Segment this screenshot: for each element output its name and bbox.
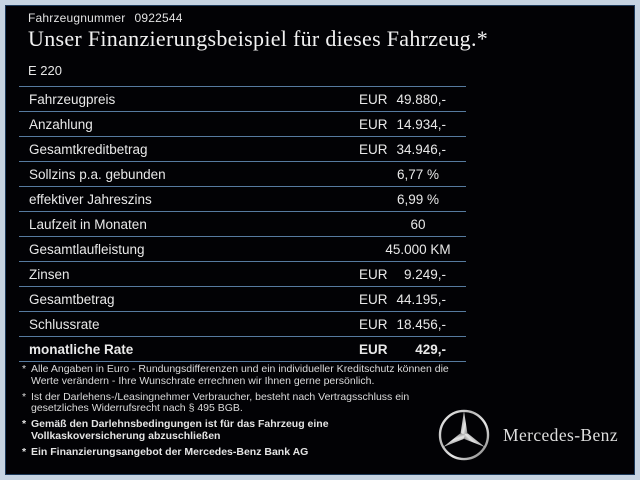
footnote-marker: *	[22, 445, 27, 458]
brand-logo: Mercedes-Benz	[435, 406, 624, 464]
footnote: * Gemäß den Darlehnsbedingungen ist für …	[22, 418, 582, 443]
footnote-text: Gemäß den Darlehnsbedingungen ist für da…	[31, 418, 329, 442]
footnote-text: Ist der Darlehens-/Leasingnehmer Verbrau…	[31, 390, 410, 415]
currency-label: EUR	[359, 316, 388, 332]
footnote-marker: *	[22, 390, 27, 403]
currency-label: EUR	[359, 116, 388, 132]
row-value: 18.456,-	[396, 316, 446, 332]
row-label: Sollzins p.a. gebunden	[29, 166, 166, 182]
row-label: Schlussrate	[29, 316, 100, 332]
footnote: * Ist der Darlehens-/Leasingnehmer Verbr…	[22, 390, 582, 416]
financing-table: Fahrzeugpreis EUR 49.880,- Anzahlung EUR 1…	[19, 86, 466, 362]
currency-label: EUR	[359, 266, 388, 282]
model-name: E 220	[28, 63, 62, 78]
row-label: Fahrzeugpreis	[29, 91, 116, 107]
table-row-monatliche-rate: monatliche Rate EUR 429,-	[19, 337, 466, 362]
row-label: Gesamtlaufleistung	[29, 241, 145, 257]
table-row-anzahlung: Anzahlung EUR 14.934,-	[19, 112, 466, 137]
footnote-text: Ein Finanzierungsangebot der Mercedes-Be…	[31, 445, 309, 458]
page-title: Unser Finanzierungsbeispiel für dieses F…	[28, 26, 489, 51]
row-label: Anzahlung	[29, 116, 93, 132]
footnote-text: Alle Angaben in Euro - Rundungsdifferenz…	[31, 363, 449, 387]
table-row-gesamtkreditbetrag: Gesamtkreditbetrag EUR 34.946,-	[19, 137, 466, 162]
row-value: 429,-	[415, 341, 446, 357]
vehicle-number-label: Fahrzeugnummer	[28, 11, 126, 25]
row-value: 14.934,-	[396, 116, 446, 132]
mercedes-star-icon	[438, 409, 490, 461]
row-value: 45.000 KM	[385, 241, 451, 257]
footnote-marker: *	[22, 363, 27, 375]
row-value: 44.195,-	[396, 291, 446, 307]
row-value: 9.249,-	[403, 266, 446, 282]
row-label: Zinsen	[29, 266, 70, 282]
row-value: 60	[410, 216, 426, 232]
currency-label: EUR	[359, 141, 388, 157]
table-row-gesamtlaufleistung: Gesamtlaufleistung 45.000 KM	[19, 237, 466, 262]
vehicle-number-value: 0922544	[134, 11, 183, 25]
currency-label: EUR	[359, 91, 388, 107]
row-label: Gesamtkreditbetrag	[29, 141, 148, 157]
row-label: Laufzeit in Monaten	[29, 216, 147, 232]
footnote: * Alle Angaben in Euro - Rundungsdiffere…	[22, 363, 582, 388]
table-row-schlussrate: Schlussrate EUR 18.456,-	[19, 312, 466, 337]
table-row-sollzins: Sollzins p.a. gebunden 6,77 %	[19, 162, 466, 187]
table-row-gesamtbetrag: Gesamtbetrag EUR 44.195,-	[19, 287, 466, 312]
row-label: monatliche Rate	[29, 341, 134, 357]
row-value: 6,99 %	[396, 191, 440, 207]
row-value: 6,77 %	[396, 166, 440, 182]
row-label: effektiver Jahreszins	[29, 191, 152, 207]
currency-label: EUR	[359, 291, 388, 307]
table-row-effektiver-jahreszins: effektiver Jahreszins 6,99 %	[19, 187, 466, 212]
footnote-marker: *	[22, 418, 27, 431]
row-label: Gesamtbetrag	[29, 291, 115, 307]
table-row-fahrzeugpreis: Fahrzeugpreis EUR 49.880,-	[19, 87, 466, 112]
row-value: 34.946,-	[396, 141, 446, 157]
vehicle-number: Fahrzeugnummer 0922544	[28, 11, 183, 25]
financing-screen: Fahrzeugnummer 0922544 Unser Finanzierung…	[5, 5, 635, 475]
currency-label: EUR	[359, 341, 388, 357]
table-row-laufzeit: Laufzeit in Monaten 60	[19, 212, 466, 237]
row-value: 49.880,-	[396, 91, 446, 107]
footnote: * Ein Finanzierungsangebot der Mercedes-…	[22, 445, 582, 459]
footnotes: * Alle Angaben in Euro - Rundungsdiffere…	[22, 363, 582, 463]
table-row-zinsen: Zinsen EUR 9.249,-	[19, 262, 466, 287]
brand-wordmark: Mercedes-Benz	[502, 424, 618, 445]
